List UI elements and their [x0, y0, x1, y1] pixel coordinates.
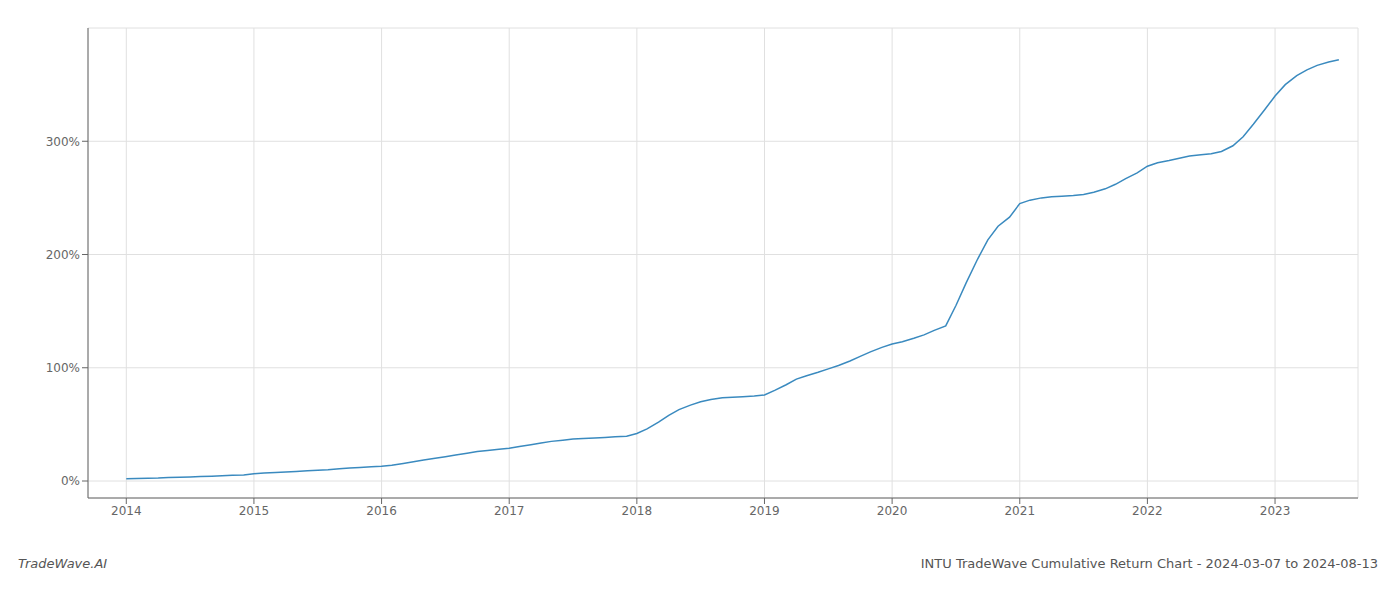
svg-text:2014: 2014 — [111, 504, 142, 518]
svg-text:2018: 2018 — [622, 504, 653, 518]
svg-text:0%: 0% — [61, 474, 80, 488]
svg-text:2022: 2022 — [1132, 504, 1163, 518]
svg-text:2015: 2015 — [239, 504, 270, 518]
svg-text:2017: 2017 — [494, 504, 525, 518]
html-text:INTU TradeWave Cumulative Retu: INTU TradeWave Cumulative Return Chart -… — [920, 556, 1378, 571]
svg-text:100%: 100% — [46, 361, 80, 375]
svg-text:2021: 2021 — [1004, 504, 1035, 518]
svg-text:2016: 2016 — [366, 504, 397, 518]
svg-text:2023: 2023 — [1260, 504, 1291, 518]
html-text:TradeWave.AI: TradeWave.AI — [18, 556, 108, 571]
svg-text:2019: 2019 — [749, 504, 780, 518]
svg-text:200%: 200% — [46, 248, 80, 262]
svg-text:300%: 300% — [46, 135, 80, 149]
svg-text:2020: 2020 — [877, 504, 908, 518]
